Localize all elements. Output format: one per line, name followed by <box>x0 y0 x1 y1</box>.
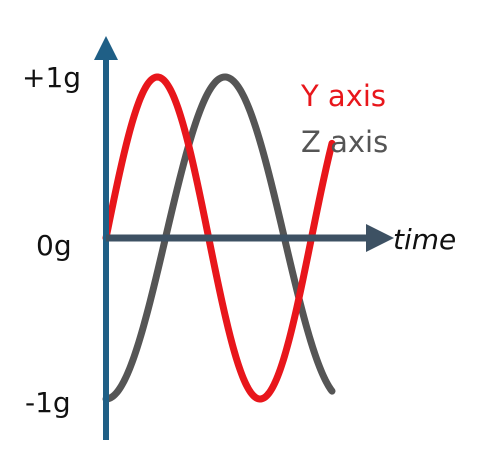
y-tick-label-0g: 0g <box>36 229 72 262</box>
y-tick-label-minus-1g: -1g <box>25 386 71 419</box>
legend-entry-z-axis: Z axis <box>301 125 388 159</box>
legend-entry-y-axis: Y axis <box>300 79 386 113</box>
y-tick-label-plus-1g: +1g <box>22 61 81 94</box>
x-axis-label-time: time <box>393 223 456 256</box>
